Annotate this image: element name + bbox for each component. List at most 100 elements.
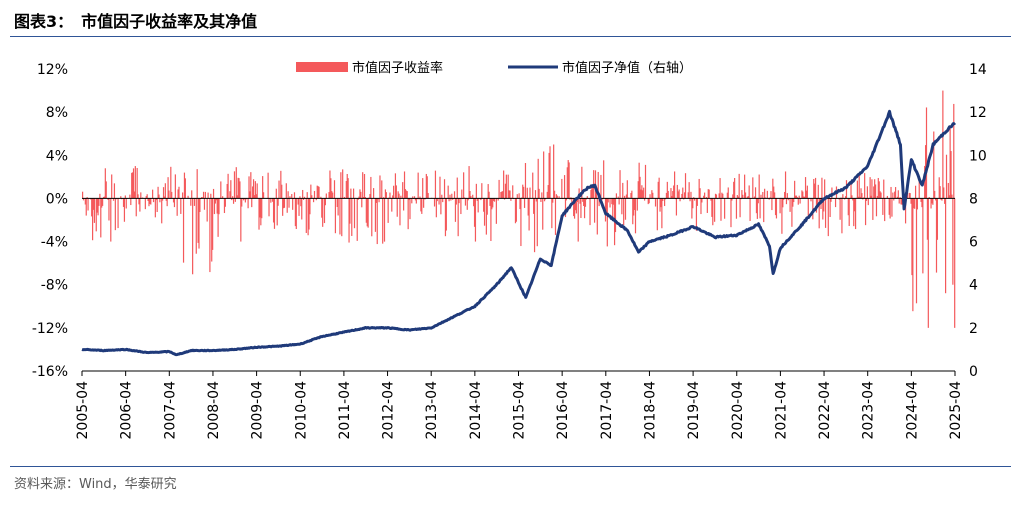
return-bar [250, 172, 252, 199]
return-bar [333, 180, 336, 199]
return-bar [806, 185, 808, 199]
return-bar [171, 191, 173, 199]
return-bar [876, 195, 878, 199]
return-bar [883, 179, 885, 199]
return-bar [177, 189, 179, 199]
return-bar [791, 198, 793, 227]
return-bar [508, 190, 510, 199]
return-bar [845, 180, 848, 199]
return-bar [888, 198, 890, 215]
return-bar [363, 196, 365, 199]
y-left-tick-label: -12% [32, 321, 68, 337]
return-bar [247, 198, 249, 209]
legend: 市值因子收益率 市值因子净值（右轴） [296, 60, 692, 76]
return-bar [950, 151, 952, 199]
return-bar [880, 192, 882, 199]
return-bar [934, 198, 937, 201]
return-bar [196, 169, 198, 199]
return-bar [464, 198, 467, 206]
return-bar [190, 198, 192, 206]
return-bar [605, 198, 607, 215]
return-bar [492, 198, 494, 208]
return-bar [242, 198, 245, 201]
return-bar [674, 171, 676, 199]
return-bar [195, 198, 197, 254]
return-bar [571, 198, 573, 203]
return-bar [563, 175, 566, 199]
return-bar [586, 196, 588, 199]
return-bar [784, 171, 787, 199]
return-bar [543, 198, 546, 202]
return-bar [817, 184, 819, 199]
return-bar [813, 178, 815, 199]
return-bar [224, 198, 226, 207]
return-bar [293, 192, 296, 199]
return-bar [336, 198, 338, 208]
return-bar [134, 166, 136, 199]
return-bar [441, 194, 443, 199]
return-bar [159, 198, 161, 203]
return-bar [533, 198, 536, 253]
return-bar [302, 189, 304, 199]
return-bar [708, 189, 710, 199]
return-bar [138, 198, 140, 205]
return-bar [184, 178, 186, 199]
return-bar [570, 197, 572, 199]
return-bar [920, 198, 922, 202]
return-bar [483, 198, 486, 226]
return-bar [649, 194, 651, 199]
return-bar [321, 198, 323, 218]
return-bar [255, 194, 257, 199]
return-bar [363, 174, 366, 199]
return-bar [356, 198, 358, 241]
return-bar [615, 193, 617, 199]
return-bar [102, 197, 105, 199]
return-bar [794, 195, 797, 199]
return-bar [91, 198, 93, 217]
return-bar [757, 198, 759, 204]
return-bar [360, 191, 362, 199]
return-bar [488, 191, 490, 199]
return-bar [168, 190, 170, 199]
return-bar [252, 186, 254, 199]
return-bar [936, 198, 939, 240]
return-bar [132, 172, 134, 199]
return-bar [930, 198, 932, 209]
return-bar [547, 185, 549, 199]
return-bar [592, 185, 594, 199]
y-axis-left: 12% 8% 4% 0% -4% -8% -12% -16% [32, 62, 68, 380]
return-bar [734, 178, 736, 199]
return-bar [451, 193, 453, 199]
return-bar [744, 192, 747, 199]
return-bar [123, 198, 126, 222]
return-bar [322, 198, 324, 227]
return-bar [473, 198, 475, 207]
return-bar [623, 198, 625, 225]
return-bar [889, 198, 891, 219]
return-bar [125, 198, 127, 209]
return-bar [756, 198, 758, 219]
return-bar [147, 198, 149, 202]
return-bar [924, 165, 926, 199]
return-bar [391, 198, 393, 212]
return-bar [124, 195, 126, 199]
return-bar [827, 198, 829, 237]
return-bar [632, 198, 634, 225]
return-bar [662, 198, 664, 202]
x-tick-label: 2013-04 [424, 381, 440, 440]
return-bar [609, 198, 611, 208]
return-bar [334, 198, 337, 234]
x-tick-label: 2023-04 [861, 381, 877, 440]
y-right-tick-label: 2 [969, 321, 978, 337]
return-bar [202, 197, 204, 199]
return-bar [276, 198, 278, 226]
return-bar [323, 198, 326, 224]
return-bar [502, 191, 504, 199]
return-bar [443, 179, 446, 199]
return-bar [818, 198, 820, 229]
return-bar [934, 190, 936, 199]
return-bar [520, 198, 522, 247]
return-bar [755, 198, 758, 214]
return-bar [442, 198, 444, 203]
return-bar [206, 198, 208, 222]
